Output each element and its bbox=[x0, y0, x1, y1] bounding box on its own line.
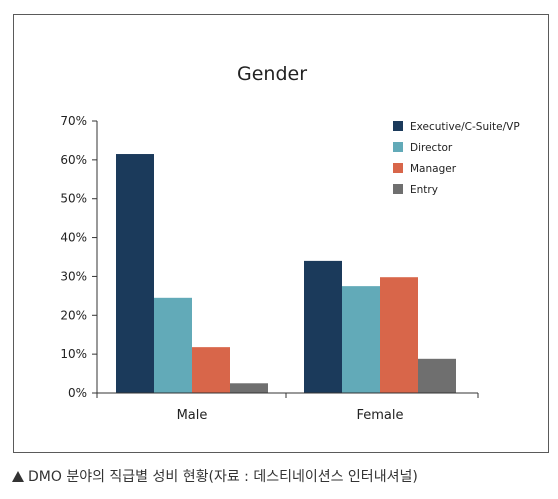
y-tick-label: 60% bbox=[60, 153, 87, 167]
legend-label: Manager bbox=[410, 163, 457, 175]
triangle-icon bbox=[12, 471, 24, 482]
x-axis: Male Female bbox=[96, 392, 479, 423]
bar bbox=[418, 358, 456, 393]
y-tick-label: 30% bbox=[60, 269, 87, 283]
legend: Executive/C-Suite/VP Director Manager Entry bbox=[393, 121, 520, 196]
bar bbox=[154, 297, 192, 393]
y-tick-label: 70% bbox=[60, 114, 87, 128]
bar bbox=[116, 154, 154, 393]
legend-swatch bbox=[393, 184, 403, 194]
legend-label: Director bbox=[410, 142, 453, 154]
legend-swatch bbox=[393, 163, 403, 173]
bar bbox=[342, 286, 380, 393]
y-tick-label: 0% bbox=[68, 386, 87, 400]
y-tick-label: 10% bbox=[60, 347, 87, 361]
bar bbox=[380, 277, 418, 393]
y-tick-label: 20% bbox=[60, 308, 87, 322]
chart-frame bbox=[13, 14, 549, 453]
x-tick-label: Male bbox=[177, 408, 208, 423]
bar bbox=[304, 260, 342, 393]
legend-label: Entry bbox=[410, 184, 438, 196]
bar bbox=[192, 347, 230, 393]
x-tick-label: Female bbox=[356, 408, 403, 423]
bars bbox=[116, 154, 456, 393]
y-axis: 0% 10% 20% 30% 40% 50% 60% 70% bbox=[60, 114, 98, 400]
bar bbox=[230, 383, 268, 393]
legend-label: Executive/C-Suite/VP bbox=[410, 121, 520, 133]
legend-swatch bbox=[393, 121, 403, 131]
legend-swatch bbox=[393, 142, 403, 152]
caption-text: DMO 분야의 직급별 성비 현황(자료 : 데스티네이션스 인터내셔널) bbox=[28, 469, 418, 485]
y-tick-label: 50% bbox=[60, 192, 87, 206]
figure-caption: DMO 분야의 직급별 성비 현황(자료 : 데스티네이션스 인터내셔널) bbox=[12, 466, 418, 486]
y-tick-label: 40% bbox=[60, 231, 87, 245]
chart-title: Gender bbox=[237, 63, 307, 85]
